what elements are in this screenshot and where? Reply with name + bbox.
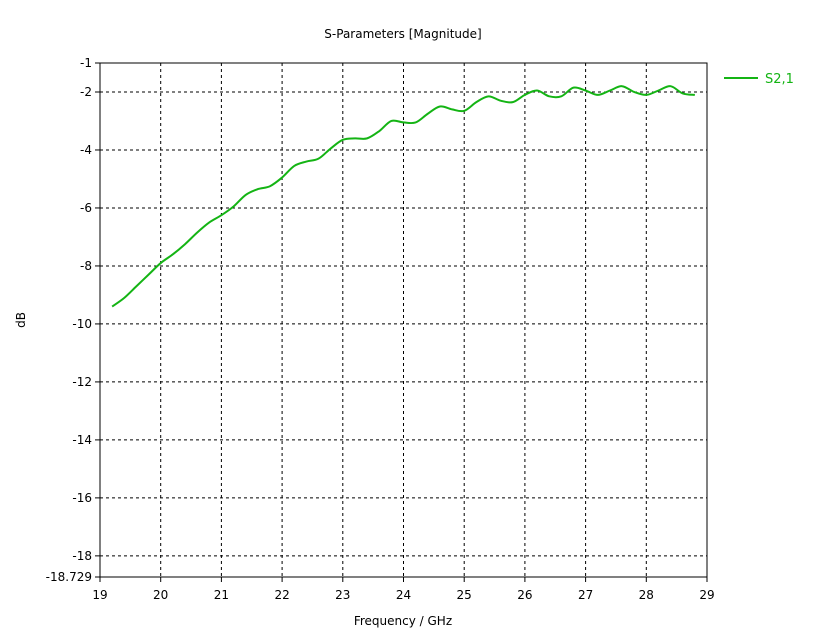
x-tick-label: 23 xyxy=(335,588,350,602)
x-tick-label: 19 xyxy=(92,588,107,602)
y-tick-label: -4 xyxy=(80,143,92,157)
x-tick-label: 20 xyxy=(153,588,168,602)
legend-label-s21: S2,1 xyxy=(765,72,794,87)
series-line-s21 xyxy=(111,85,695,308)
x-tick-label: 26 xyxy=(517,588,532,602)
x-tick-label: 25 xyxy=(457,588,472,602)
y-tick-label: -18 xyxy=(72,549,92,563)
x-axis-ticks: 19 20 21 22 23 24 25 26 27 28 29 xyxy=(92,577,715,602)
y-axis-label: dB xyxy=(14,312,28,328)
y-tick-label: -6 xyxy=(80,201,92,215)
y-tick-label: -12 xyxy=(72,375,92,389)
grid-lines xyxy=(100,63,707,577)
plot-frame xyxy=(99,62,708,578)
x-tick-label: 28 xyxy=(639,588,654,602)
y-tick-label: -14 xyxy=(72,433,92,447)
x-tick-label: 22 xyxy=(274,588,289,602)
x-tick-label: 29 xyxy=(699,588,714,602)
x-tick-label: 27 xyxy=(578,588,593,602)
y-tick-label: -10 xyxy=(72,317,92,331)
y-tick-label: -16 xyxy=(72,491,92,505)
y-tick-label: -8 xyxy=(80,259,92,273)
chart-title: S-Parameters [Magnitude] xyxy=(324,27,481,41)
y-tick-label: -1 xyxy=(80,56,92,70)
x-axis-label: Frequency / GHz xyxy=(354,614,452,628)
x-tick-label: 21 xyxy=(214,588,229,602)
legend[interactable]: S2,1 xyxy=(724,72,794,87)
y-tick-label: -18.729 xyxy=(46,570,92,584)
y-tick-label: -2 xyxy=(80,85,92,99)
x-tick-label: 24 xyxy=(396,588,411,602)
series-lines xyxy=(111,85,695,308)
y-axis-ticks: -1 -2 -4 -6 -8 -10 -12 -14 -16 -18 -18.729 xyxy=(46,56,100,584)
